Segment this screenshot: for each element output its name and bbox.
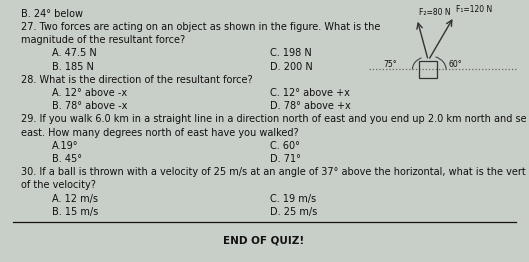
Text: C. 12° above +x: C. 12° above +x: [270, 88, 350, 98]
Text: east. How many degrees north of east have you walked?: east. How many degrees north of east hav…: [21, 128, 298, 138]
Text: of the velocity?: of the velocity?: [21, 181, 95, 190]
Text: 27. Two forces are acting on an object as shown in the figure. What is the: 27. Two forces are acting on an object a…: [21, 22, 380, 32]
Text: F₁=120 N: F₁=120 N: [456, 6, 492, 14]
Bar: [419, 61, 437, 78]
Text: 30. If a ball is thrown with a velocity of 25 m/s at an angle of 37° above the h: 30. If a ball is thrown with a velocity …: [21, 167, 529, 177]
Text: C. 19 m/s: C. 19 m/s: [270, 194, 316, 204]
Text: D. 25 m/s: D. 25 m/s: [270, 207, 317, 217]
Text: 29. If you walk 6.0 km in a straight line in a direction north of east and you e: 29. If you walk 6.0 km in a straight lin…: [21, 114, 529, 124]
Text: A. 47.5 N: A. 47.5 N: [52, 48, 97, 58]
Text: D. 200 N: D. 200 N: [270, 62, 313, 72]
Text: 75°: 75°: [383, 60, 397, 69]
Text: C. 60°: C. 60°: [270, 141, 300, 151]
Text: A. 12 m/s: A. 12 m/s: [52, 194, 98, 204]
Text: 60°: 60°: [448, 60, 462, 69]
Text: D. 78° above +x: D. 78° above +x: [270, 101, 351, 111]
Text: A.19°: A.19°: [52, 141, 79, 151]
Text: END OF QUIZ!: END OF QUIZ!: [223, 235, 305, 245]
Text: 28. What is the direction of the resultant force?: 28. What is the direction of the resulta…: [21, 75, 252, 85]
Text: F₂=80 N: F₂=80 N: [419, 8, 451, 17]
Text: A. 12° above -x: A. 12° above -x: [52, 88, 127, 98]
Text: B. 15 m/s: B. 15 m/s: [52, 207, 98, 217]
Text: D. 71°: D. 71°: [270, 154, 301, 164]
Text: C. 198 N: C. 198 N: [270, 48, 312, 58]
Text: magnitude of the resultant force?: magnitude of the resultant force?: [21, 35, 185, 45]
Text: B. 45°: B. 45°: [52, 154, 82, 164]
Text: B. 185 N: B. 185 N: [52, 62, 94, 72]
Text: B. 24° below: B. 24° below: [21, 9, 83, 19]
Text: B. 78° above -x: B. 78° above -x: [52, 101, 127, 111]
